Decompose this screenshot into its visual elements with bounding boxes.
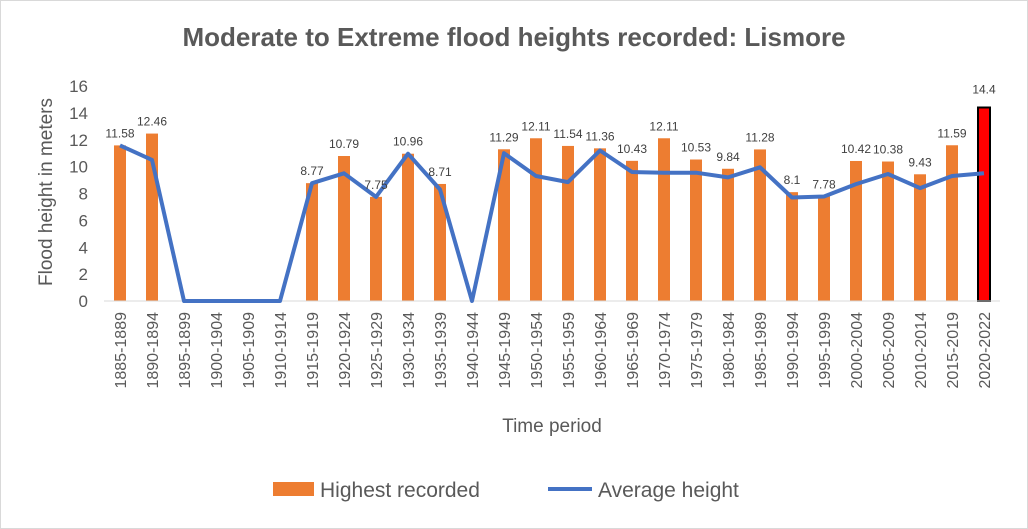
data-label: 11.54 bbox=[553, 127, 582, 141]
x-tick-label: 2020-2022 bbox=[977, 312, 994, 389]
x-tick-label: 2005-2009 bbox=[881, 312, 898, 389]
data-label: 7.78 bbox=[812, 177, 836, 191]
x-tick-label: 1950-1954 bbox=[529, 312, 546, 389]
bar bbox=[658, 138, 670, 301]
x-tick-label: 1915-1919 bbox=[305, 312, 322, 389]
bar bbox=[818, 196, 830, 301]
y-tick-label: 8 bbox=[79, 185, 88, 204]
x-tick-label: 1985-1989 bbox=[753, 312, 770, 389]
data-label: 10.42 bbox=[841, 142, 871, 156]
x-tick-label: 1940-1944 bbox=[465, 312, 482, 389]
x-tick-label: 1990-1994 bbox=[785, 312, 802, 389]
bar bbox=[690, 159, 702, 301]
data-labels: 11.5812.468.7710.797.7510.968.7111.2912.… bbox=[105, 83, 996, 192]
y-tick-label: 6 bbox=[79, 211, 88, 230]
data-label: 12.11 bbox=[649, 119, 678, 133]
x-tick-label: 1995-1999 bbox=[817, 312, 834, 389]
x-tick-label: 1935-1939 bbox=[433, 312, 450, 389]
data-label: 9.84 bbox=[716, 150, 740, 164]
data-label: 10.43 bbox=[617, 142, 647, 156]
data-label: 10.38 bbox=[873, 143, 903, 157]
x-tick-label: 1970-1974 bbox=[657, 312, 674, 389]
data-label: 11.29 bbox=[489, 130, 518, 144]
bar bbox=[594, 148, 606, 301]
x-tick-label: 2000-2004 bbox=[849, 312, 866, 389]
bar bbox=[754, 149, 766, 301]
y-tick-label: 0 bbox=[79, 292, 88, 311]
legend: Highest recorded Average height bbox=[273, 479, 739, 502]
data-label: 11.59 bbox=[937, 126, 966, 140]
legend-swatch-highest bbox=[273, 482, 314, 496]
y-tick-label: 2 bbox=[79, 265, 88, 284]
x-tick-label: 1965-1969 bbox=[625, 312, 642, 389]
bar bbox=[882, 161, 894, 301]
data-label: 11.36 bbox=[585, 129, 614, 143]
data-label: 11.58 bbox=[105, 126, 134, 140]
bar bbox=[114, 145, 126, 301]
y-axis-ticks: 0 2 4 6 8 10 12 14 16 bbox=[69, 77, 88, 311]
x-tick-label: 1910-1914 bbox=[273, 312, 290, 389]
data-label: 8.71 bbox=[428, 165, 452, 179]
x-tick-label: 1900-1904 bbox=[209, 312, 226, 389]
bar bbox=[722, 168, 734, 301]
x-tick-label: 1920-1924 bbox=[337, 312, 354, 389]
data-label: 10.96 bbox=[393, 135, 423, 149]
legend-label-highest: Highest recorded bbox=[320, 479, 480, 502]
bar bbox=[946, 145, 958, 301]
bar bbox=[498, 149, 510, 301]
bar bbox=[434, 183, 446, 301]
data-label: 8.77 bbox=[300, 164, 324, 178]
bar bbox=[850, 160, 862, 301]
data-label: 9.43 bbox=[908, 155, 932, 169]
x-tick-label: 1895-1899 bbox=[177, 312, 194, 389]
data-label: 12.46 bbox=[137, 115, 167, 129]
data-label: 11.28 bbox=[745, 130, 774, 144]
x-tick-label: 1960-1964 bbox=[593, 312, 610, 389]
x-tick-label: 1945-1949 bbox=[497, 312, 514, 389]
bar bbox=[914, 174, 926, 301]
bar bbox=[530, 138, 542, 301]
x-axis-title: Time period bbox=[502, 416, 602, 437]
bar-highlighted bbox=[977, 106, 991, 302]
y-tick-label: 10 bbox=[69, 158, 88, 177]
bar-series bbox=[114, 106, 991, 302]
data-label: 8.1 bbox=[784, 173, 801, 187]
y-axis-title: Flood height in meters bbox=[36, 98, 57, 286]
bar bbox=[626, 160, 638, 301]
data-label: 12.11 bbox=[521, 119, 550, 133]
x-tick-label: 1885-1889 bbox=[113, 312, 130, 389]
x-tick-label: 2010-2014 bbox=[913, 312, 930, 389]
y-tick-label: 4 bbox=[79, 238, 88, 257]
bar bbox=[402, 153, 414, 301]
bar bbox=[338, 156, 350, 301]
x-tick-label: 2015-2019 bbox=[945, 312, 962, 389]
y-tick-label: 14 bbox=[69, 104, 88, 123]
x-tick-label: 1905-1909 bbox=[241, 312, 258, 389]
data-label: 10.53 bbox=[681, 141, 711, 155]
x-tick-label: 1975-1979 bbox=[689, 312, 706, 389]
bar bbox=[562, 145, 574, 301]
data-label: 14.4 bbox=[972, 83, 996, 97]
x-tick-label: 1890-1894 bbox=[145, 312, 162, 389]
bar bbox=[370, 196, 382, 301]
data-label: 10.79 bbox=[329, 137, 359, 151]
bar bbox=[786, 192, 798, 301]
x-tick-label: 1930-1934 bbox=[401, 312, 418, 389]
y-tick-label: 12 bbox=[69, 131, 88, 150]
x-tick-label: 1980-1984 bbox=[721, 312, 738, 389]
y-tick-label: 16 bbox=[69, 77, 88, 96]
x-tick-label: 1955-1959 bbox=[561, 312, 578, 389]
chart-title: Moderate to Extreme flood heights record… bbox=[182, 22, 846, 52]
data-label: 7.75 bbox=[364, 178, 388, 192]
average-height-line bbox=[119, 143, 985, 303]
x-axis-ticks: 1885-1889 1890-1894 1895-1899 1900-1904 1905… bbox=[113, 312, 994, 389]
bar bbox=[306, 183, 318, 301]
legend-label-average: Average height bbox=[598, 479, 739, 502]
x-tick-label: 1925-1929 bbox=[369, 312, 386, 389]
